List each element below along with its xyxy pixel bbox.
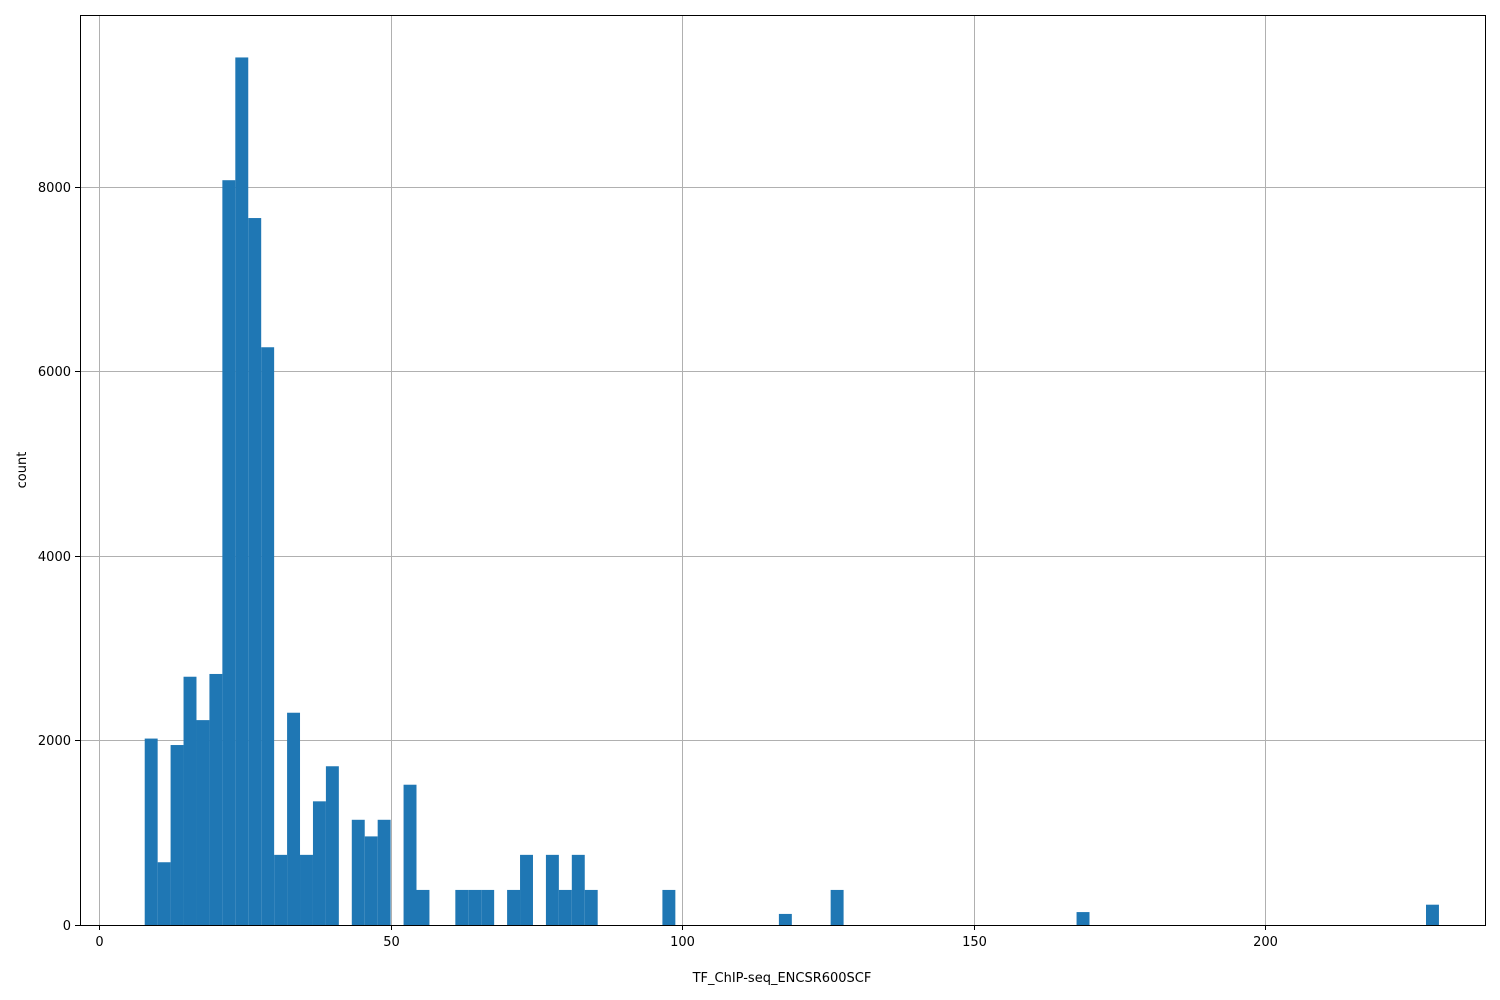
histogram-bar bbox=[468, 889, 482, 925]
histogram-bar bbox=[235, 57, 249, 926]
histogram-bar bbox=[662, 889, 676, 925]
histogram-bar bbox=[144, 738, 158, 925]
y-tick-label: 0 bbox=[63, 919, 71, 934]
histogram-bar bbox=[325, 766, 339, 925]
histogram-bar bbox=[377, 819, 391, 925]
histogram-bar bbox=[248, 218, 262, 925]
histogram-bar bbox=[351, 819, 365, 925]
x-tick-label: 50 bbox=[383, 935, 400, 950]
histogram-bar bbox=[196, 720, 210, 925]
histogram-bar bbox=[261, 347, 275, 925]
histogram-bar bbox=[1426, 904, 1439, 925]
histogram-bar bbox=[403, 784, 417, 925]
histogram-bar bbox=[222, 180, 236, 926]
x-tick-label: 150 bbox=[962, 935, 987, 950]
histogram-bars bbox=[144, 57, 1439, 926]
histogram-bar bbox=[507, 889, 521, 925]
histogram-bar bbox=[274, 854, 288, 925]
y-axis-label: count bbox=[15, 452, 30, 489]
histogram-bar bbox=[170, 745, 184, 925]
histogram-bar bbox=[455, 889, 469, 925]
x-tick-label: 100 bbox=[670, 935, 695, 950]
histogram-bar bbox=[416, 889, 430, 925]
histogram-bar bbox=[183, 676, 197, 925]
x-tick-label: 200 bbox=[1253, 935, 1278, 950]
histogram-bar bbox=[300, 854, 313, 925]
y-tick-label: 4000 bbox=[38, 550, 71, 565]
histogram-bar bbox=[481, 889, 495, 925]
histogram-bar bbox=[520, 854, 533, 925]
histogram-bar bbox=[584, 889, 598, 925]
histogram-bar bbox=[1076, 912, 1090, 925]
histogram-bar bbox=[571, 854, 585, 925]
histogram-bar bbox=[157, 862, 171, 925]
x-axis-label: TF_ChIP-seq_ENCSR600SCF bbox=[692, 971, 872, 986]
x-tick-label: 0 bbox=[95, 935, 103, 950]
y-tick-label: 6000 bbox=[38, 365, 71, 380]
histogram-bar bbox=[778, 913, 792, 925]
histogram-bar bbox=[545, 854, 559, 925]
y-tick-label: 2000 bbox=[38, 734, 71, 749]
histogram-bar bbox=[287, 712, 301, 925]
histogram-bar bbox=[209, 673, 223, 925]
y-tick-label: 8000 bbox=[38, 181, 71, 196]
histogram-bar bbox=[364, 836, 378, 925]
histogram-bar bbox=[312, 801, 326, 925]
histogram-bar bbox=[558, 889, 572, 925]
histogram-bar bbox=[830, 889, 844, 925]
plot-frame bbox=[80, 15, 1486, 926]
